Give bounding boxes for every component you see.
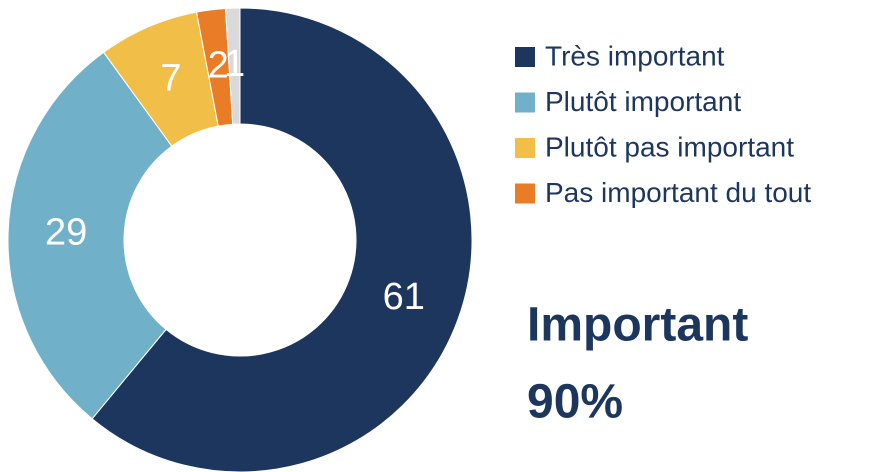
data-label: 61 [383,276,425,318]
annotation: 90% [527,376,623,429]
slice [7,51,173,420]
legend-label: Très important [545,40,725,71]
legend-swatch [515,47,535,67]
legend-swatch [515,92,535,113]
data-label: 2 [208,44,229,86]
slice [91,7,473,472]
annotation: Important [527,299,748,352]
legend-swatch [515,183,535,204]
data-label: 1 [224,43,245,85]
legend-label: Pas important du tout [545,177,811,208]
legend-label: Plutôt important [545,86,741,117]
legend-label: Plutôt pas important [545,131,794,162]
slice [224,7,241,125]
data-label: 7 [160,57,181,99]
legend-swatch [515,138,535,158]
data-label: 29 [45,212,87,254]
